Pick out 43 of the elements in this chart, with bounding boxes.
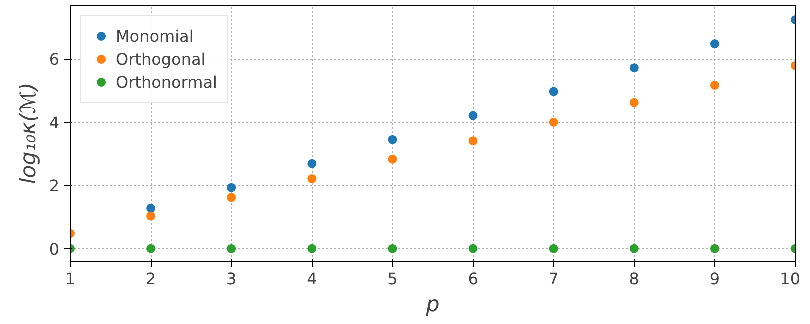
point [146,204,156,213]
y-tick-label: 4 [49,113,60,132]
point [630,98,639,108]
x-axis-title: p [425,292,440,318]
legend-label: Orthonormal [116,72,218,92]
point [710,40,720,49]
point [549,118,558,127]
point [468,111,478,120]
point [146,212,156,221]
x-tick-label: 5 [388,270,398,288]
point [630,64,639,73]
legend-label: Orthogonal [116,50,206,68]
x-tick-label: 3 [226,270,237,288]
point [146,244,156,254]
y-tick-label: 6 [49,50,60,70]
legend-label: Monomial [116,26,194,46]
point [388,135,398,144]
point [630,244,639,254]
point [308,174,317,184]
point [227,193,236,202]
point [549,87,558,96]
point [388,244,398,254]
point [308,159,317,168]
x-tick-label: 1 [65,270,76,288]
x-tick-label: 6 [468,270,478,288]
point [227,183,236,192]
x-tick-label: 8 [629,270,640,288]
point [468,136,478,146]
x-tick-label: 10 [780,270,800,288]
point [388,154,398,164]
x-tick-label: 4 [307,270,318,288]
point [710,80,720,90]
y-axis-title: log₁₀κ(ℳ) [16,82,42,184]
y-tick-label: 2 [49,176,60,196]
point [468,244,478,254]
point [308,244,317,254]
x-tick-label: 2 [146,270,156,288]
point [549,244,558,254]
x-tick-label: 7 [548,270,559,288]
point [227,244,236,254]
y-tick-label: 0 [49,240,60,259]
x-tick-label: 9 [710,270,720,288]
point [710,244,720,254]
